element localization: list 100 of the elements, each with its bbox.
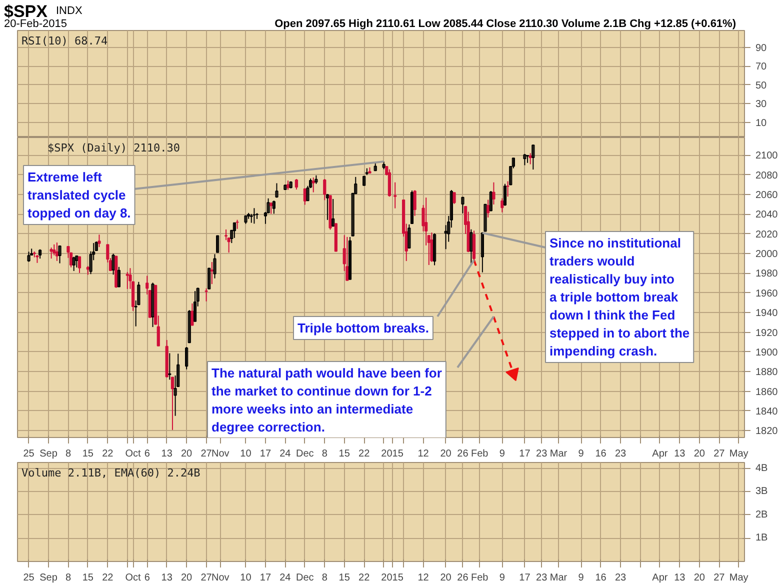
x-tick-label: 15 — [82, 572, 94, 584]
x-tick-label: 15 — [338, 572, 350, 584]
candlestick — [272, 200, 276, 214]
y-tick-label: 1820 — [756, 426, 778, 438]
y-tick-label: 1980 — [756, 268, 778, 280]
x-tick-label: Feb — [471, 448, 489, 460]
candlestick — [532, 144, 535, 170]
x-tick-label: Mar — [550, 448, 568, 460]
candlestick — [170, 376, 174, 430]
x-tick-label: 20 — [694, 572, 706, 584]
x-tick-label: 16 — [595, 572, 607, 584]
candlestick — [346, 236, 349, 282]
candlestick — [190, 302, 194, 326]
x-tick-label: Nov — [211, 448, 230, 460]
candlestick — [38, 248, 42, 260]
x-tick-label: 23 — [614, 448, 627, 460]
candlestick — [492, 182, 496, 205]
y-tick-label: 50 — [756, 80, 768, 92]
candlestick — [430, 232, 434, 262]
candlestick — [410, 190, 414, 224]
y-tick-label: 3B — [756, 486, 768, 498]
candlestick — [362, 176, 366, 186]
y-tick-label: 2000 — [756, 249, 778, 260]
candlestick — [208, 268, 211, 290]
x-tick-label: Apr — [652, 572, 668, 584]
candlestick — [275, 182, 278, 198]
x-tick-label: Sep — [40, 572, 58, 584]
candlestick — [232, 222, 236, 238]
x-tick-label: 15 — [82, 448, 94, 460]
x-tick-label: Apr — [652, 448, 668, 460]
candlestick — [112, 253, 115, 276]
x-tick-label: 23 — [536, 448, 548, 460]
candlestick — [424, 197, 428, 246]
annotation: Extreme left translated cycle topped on day 8. — [28, 170, 131, 220]
x-tick-label: 20 — [440, 448, 452, 460]
y-tick-label: 30 — [756, 99, 768, 110]
x-tick-label: 20 — [694, 448, 706, 460]
annotation: The natural path would have been for the market to continue down for 1-2 more weeks into an intermediate degree correction. — [212, 366, 442, 434]
x-tick-label: 22 — [102, 448, 114, 460]
x-tick-label: 17 — [260, 448, 272, 460]
candlestick — [50, 247, 53, 260]
x-tick-label: 20 — [181, 448, 193, 460]
x-tick-label: 22 — [358, 572, 370, 584]
annotation: $SPX (Daily) 2110.30 — [48, 142, 180, 154]
text: INDX — [56, 4, 82, 19]
candlestick — [408, 224, 411, 249]
x-tick-label: 23 — [614, 572, 627, 584]
candlestick — [193, 290, 197, 322]
x-tick-label: 22 — [358, 448, 370, 460]
candlestick — [332, 198, 335, 227]
x-tick-label: Dec — [296, 448, 314, 460]
candlestick — [27, 251, 30, 262]
candlestick — [236, 219, 239, 230]
candlestick — [312, 177, 315, 193]
candlestick — [506, 180, 510, 198]
y-tick-label: 1840 — [756, 406, 778, 418]
candlestick — [432, 232, 436, 266]
y-tick-label: 90 — [756, 42, 768, 54]
candlestick — [58, 245, 62, 264]
x-tick-label: Dec — [296, 572, 314, 584]
y-tick-label: 70 — [756, 62, 768, 73]
x-tick-label: 8 — [322, 448, 328, 460]
x-tick-label: 8 — [322, 572, 328, 584]
x-tick-label: 27 — [714, 448, 726, 460]
x-tick-label: 20 — [181, 572, 193, 584]
y-tick-label: 1920 — [756, 328, 778, 339]
text: 20-Feb-2015 — [4, 18, 67, 32]
candlestick — [500, 198, 504, 213]
x-tick-label: 25 — [23, 572, 35, 584]
y-tick-label: 2060 — [756, 190, 778, 202]
candlestick — [117, 266, 120, 288]
x-tick-label: 13 — [161, 572, 173, 584]
candlestick — [188, 310, 191, 344]
y-tick-label: 1860 — [756, 386, 778, 398]
y-tick-label: 1880 — [756, 367, 778, 378]
x-tick-label: 6 — [144, 572, 150, 584]
y-tick-label: 1960 — [756, 288, 778, 300]
y-tick-label: 10 — [756, 118, 768, 129]
x-tick-label: 13 — [674, 572, 686, 584]
candlestick — [470, 228, 473, 265]
candlestick — [461, 196, 464, 214]
y-tick-label: 1940 — [756, 308, 778, 320]
candlestick — [72, 256, 76, 272]
x-tick-label: Nov — [211, 572, 230, 584]
x-tick-label: 12 — [418, 572, 430, 584]
candlestick — [204, 288, 208, 302]
x-tick-label: Oct — [125, 448, 142, 460]
x-tick-label: 12 — [418, 448, 430, 460]
x-tick-label: 8 — [65, 448, 72, 460]
candlestick — [224, 228, 228, 241]
x-tick-label: 17 — [519, 572, 531, 584]
candlestick — [78, 256, 82, 274]
x-tick-label: 27 — [714, 572, 726, 584]
x-tick-label: 26 — [457, 572, 469, 584]
x-tick-label: 20 — [440, 572, 452, 584]
x-tick-label: May — [729, 448, 748, 460]
candlestick — [523, 153, 526, 166]
x-tick-label: Mar — [550, 572, 568, 584]
x-tick-label: 27 — [200, 448, 212, 460]
x-tick-label: 9 — [578, 572, 584, 584]
